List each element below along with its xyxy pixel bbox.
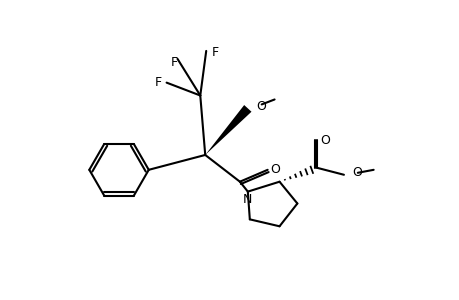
Text: F: F (155, 76, 162, 89)
Text: F: F (171, 56, 178, 69)
Text: N: N (243, 193, 252, 206)
Polygon shape (205, 105, 251, 155)
Text: O: O (270, 163, 280, 176)
Text: F: F (211, 46, 218, 59)
Text: O: O (319, 134, 329, 147)
Text: O: O (351, 166, 361, 179)
Text: O: O (255, 100, 265, 113)
